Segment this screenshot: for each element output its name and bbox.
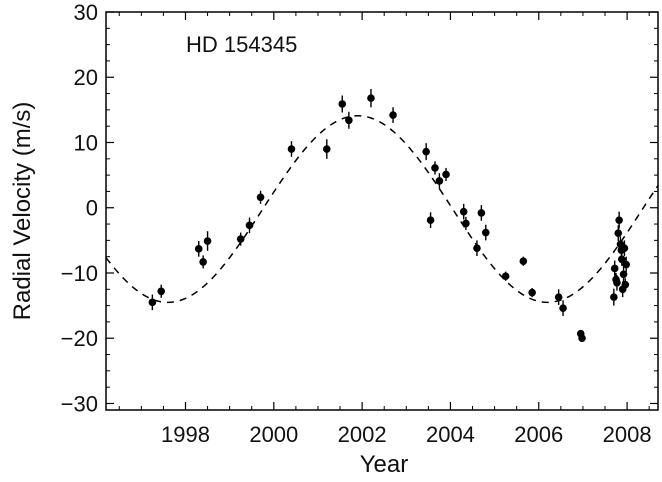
y-tick-label: −10 [61, 261, 98, 286]
data-point [614, 229, 623, 237]
data-point [501, 272, 510, 281]
y-tick-label: 0 [86, 196, 98, 221]
plot-frame [105, 11, 659, 411]
data-point [338, 100, 347, 108]
data-point [323, 145, 331, 153]
data-point [442, 170, 450, 179]
data-point [459, 207, 468, 216]
data-point [622, 260, 631, 269]
data-point [367, 94, 375, 102]
data-point [245, 221, 254, 230]
y-tick-label: 10 [74, 130, 98, 155]
data-point [473, 244, 481, 252]
model-curve [105, 114, 659, 304]
data-point [610, 264, 619, 273]
data-point [389, 111, 397, 119]
data-point [199, 258, 207, 266]
data-point [477, 209, 486, 217]
data-point [422, 147, 430, 156]
data-point [610, 293, 618, 301]
data-point [203, 237, 212, 245]
data-point [345, 116, 353, 125]
x-tick-label: 2006 [514, 422, 563, 447]
data-point [435, 177, 444, 185]
y-tick-label: −30 [61, 391, 98, 416]
data-point [619, 270, 628, 279]
y-tick-label: −20 [61, 326, 98, 351]
data-point [615, 216, 623, 224]
x-axis-label: Year [360, 451, 409, 477]
star-annotation: HD 154345 [186, 32, 297, 57]
x-tick-label: 2002 [338, 422, 387, 447]
data-point [613, 278, 621, 287]
plot-frame-layer [105, 11, 659, 411]
data-point [481, 228, 490, 237]
data-point [157, 287, 165, 296]
data-point [426, 216, 435, 224]
data-point [462, 219, 470, 228]
data-point [554, 293, 563, 301]
data-point [578, 334, 586, 343]
data-point [236, 235, 245, 243]
y-tick-label: 20 [74, 65, 98, 90]
data-point [256, 193, 265, 202]
data-point [617, 255, 626, 264]
data-points-layer [148, 88, 631, 343]
tick-layer: −30 −20 −10 0 10 20 30 1998 2000 2002 2004 2006 2008 [61, 0, 658, 447]
data-point [194, 245, 203, 253]
data-point [431, 164, 439, 172]
x-tick-label: 2004 [426, 422, 475, 447]
data-point [148, 298, 157, 307]
y-tick-label: 30 [74, 0, 98, 25]
x-tick-label: 2008 [603, 422, 652, 447]
x-tick-label: 2000 [249, 422, 298, 447]
data-point [620, 244, 629, 252]
data-point [621, 280, 630, 289]
y-axis-label: Radial Velocity (m/s) [9, 102, 36, 321]
model-curve-layer [105, 114, 659, 304]
data-point [287, 145, 296, 153]
x-tick-label: 1998 [161, 422, 210, 447]
data-point [528, 288, 536, 297]
data-point [559, 304, 567, 313]
data-point [519, 257, 528, 266]
